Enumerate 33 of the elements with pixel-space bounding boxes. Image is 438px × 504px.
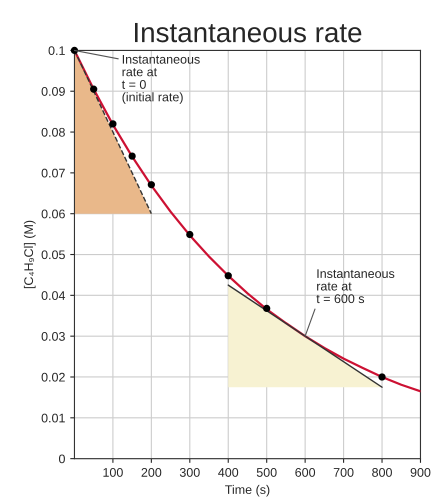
x-tick-label: 500 [256, 468, 277, 477]
y-tick-label: 0 [58, 454, 65, 464]
point [148, 181, 155, 188]
point [109, 120, 117, 128]
point [378, 373, 386, 381]
x-tick-label: 400 [218, 468, 238, 477]
x-tick-label: 300 [180, 468, 200, 477]
y-axis-title: [C₄H₉Cl] (M) [24, 220, 36, 288]
y-tick-label: 0.02 [42, 372, 65, 382]
x-tick-label: 700 [334, 468, 354, 477]
y-tick-label: 0.03 [42, 332, 65, 341]
x-tick-label: 600 [295, 468, 316, 477]
point [263, 304, 270, 312]
y-tick-label: 0.08 [42, 128, 65, 137]
y-tick-label: 0.05 [42, 250, 65, 260]
y-tick-label: 0.07 [42, 168, 65, 178]
x-axis-title: Time (s) [225, 484, 270, 497]
point [224, 272, 232, 280]
point [186, 230, 194, 238]
y-tick-label: 0.1 [48, 46, 65, 56]
annotation: Instantaneous rate at t = 600 s [316, 269, 394, 304]
y-tick-label: 0.04 [42, 291, 66, 300]
x-tick-label: 800 [372, 468, 392, 477]
y-tick-label: 0.09 [42, 87, 65, 96]
x-tick-label: 200 [142, 468, 162, 477]
chart-title: Instantaneous rate [134, 22, 362, 42]
x-tick-label: 100 [103, 468, 123, 477]
point [90, 86, 98, 93]
y-tick-label: 0.01 [42, 414, 65, 422]
annotation: Instantaneous rate at t = 0 (initial rate) [122, 55, 200, 104]
y-tick-label: 0.06 [42, 209, 65, 218]
point [128, 152, 136, 160]
x-tick-label: 900 [410, 468, 430, 477]
